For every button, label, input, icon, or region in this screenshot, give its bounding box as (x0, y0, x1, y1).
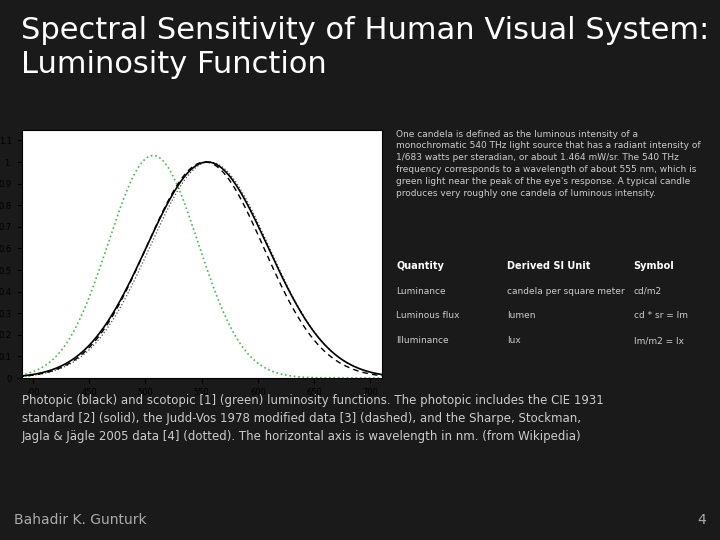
Text: Luminous flux: Luminous flux (396, 312, 459, 320)
Text: Luminance: Luminance (396, 287, 446, 295)
Text: lumen: lumen (507, 312, 536, 320)
Text: 4: 4 (697, 513, 706, 526)
Text: Bahadir K. Gunturk: Bahadir K. Gunturk (14, 513, 147, 526)
Text: lux: lux (507, 336, 521, 345)
Text: One candela is defined as the luminous intensity of a
monochromatic 540 THz ligh: One candela is defined as the luminous i… (396, 130, 701, 198)
Text: cd/m2: cd/m2 (634, 287, 662, 295)
Text: candela per square meter: candela per square meter (507, 287, 624, 295)
Text: Illuminance: Illuminance (396, 336, 449, 345)
Text: Symbol: Symbol (634, 261, 675, 271)
Text: cd * sr = lm: cd * sr = lm (634, 312, 688, 320)
Text: lm/m2 = lx: lm/m2 = lx (634, 336, 683, 345)
Text: Photopic (black) and scotopic [1] (green) luminosity functions. The photopic inc: Photopic (black) and scotopic [1] (green… (22, 394, 603, 443)
Text: Derived SI Unit: Derived SI Unit (507, 261, 590, 271)
Text: Quantity: Quantity (396, 261, 444, 271)
Text: Spectral Sensitivity of Human Visual System: Luminosity Function: Spectral Sensitivity of Human Visual Sys… (22, 16, 710, 79)
